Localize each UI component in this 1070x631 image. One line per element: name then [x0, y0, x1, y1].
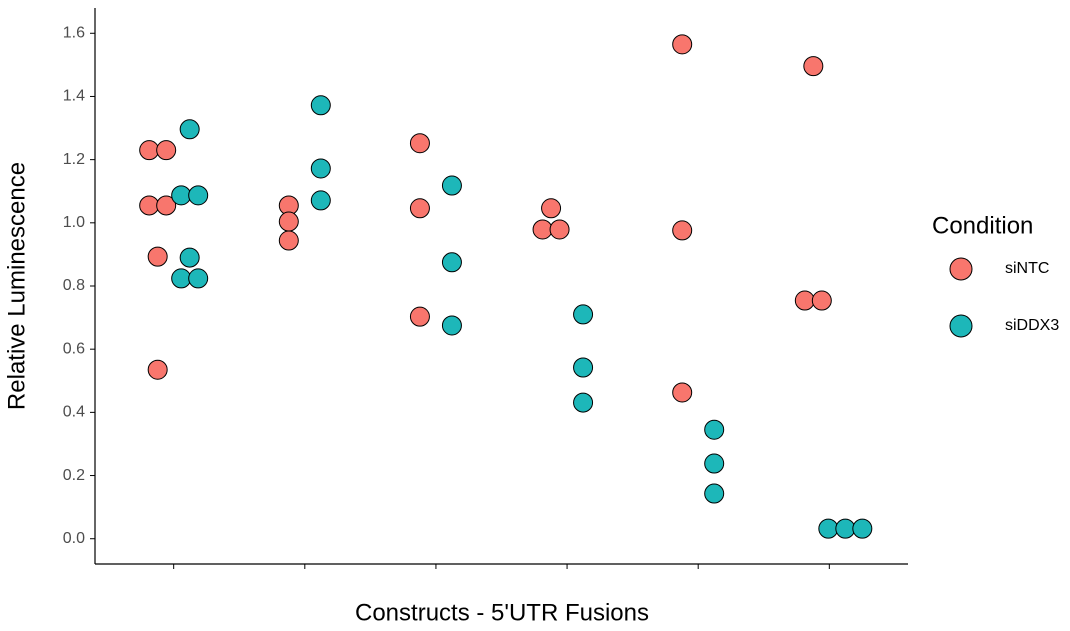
dot	[278, 211, 299, 232]
dot	[549, 219, 570, 240]
dot	[179, 119, 200, 140]
dot	[532, 219, 553, 240]
y-tick-label: 1.2	[63, 151, 85, 168]
dot	[409, 198, 430, 219]
dot	[147, 246, 168, 267]
dot	[573, 392, 594, 413]
dot	[441, 315, 462, 336]
dot	[188, 268, 209, 289]
dot	[188, 185, 209, 206]
dot	[179, 247, 200, 268]
dot	[409, 133, 430, 154]
dot	[156, 140, 177, 161]
dot	[441, 252, 462, 273]
dot	[835, 518, 856, 539]
dot	[441, 175, 462, 196]
dot	[818, 518, 839, 539]
y-tick-label: 1.4	[63, 88, 85, 105]
dot	[672, 382, 693, 403]
legend-swatch	[949, 257, 973, 281]
y-tick-label: 0.0	[63, 530, 85, 547]
dot	[310, 95, 331, 116]
dot	[139, 140, 160, 161]
y-tick-label: 0.4	[63, 404, 85, 421]
y-tick-label: 0.8	[63, 277, 85, 294]
dot	[803, 56, 824, 77]
y-tick-label: 0.2	[63, 467, 85, 484]
dot	[704, 419, 725, 440]
legend-label: siDDX3	[1005, 317, 1059, 334]
y-tick-label: 1.0	[63, 214, 85, 231]
y-axis-title: Relative Luminescence	[3, 162, 30, 410]
dot	[409, 306, 430, 327]
dot	[672, 34, 693, 55]
y-tick-label: 1.6	[63, 24, 85, 41]
dot	[573, 304, 594, 325]
x-axis-title: Constructs - 5'UTR Fusions	[355, 599, 649, 626]
dot	[573, 357, 594, 378]
dot	[156, 195, 177, 216]
dot	[672, 220, 693, 241]
y-tick-label: 0.6	[63, 340, 85, 357]
legend-swatch	[949, 314, 973, 338]
dot	[794, 290, 815, 311]
dot	[704, 483, 725, 504]
legend-label: siNTC	[1005, 260, 1049, 277]
dot	[310, 158, 331, 179]
dot	[704, 453, 725, 474]
dot	[147, 359, 168, 380]
dot	[811, 290, 832, 311]
dot	[139, 195, 160, 216]
legend-title: Condition	[932, 212, 1033, 239]
dot	[852, 518, 873, 539]
dot	[171, 268, 192, 289]
dot	[278, 230, 299, 251]
dot	[171, 185, 192, 206]
dot	[310, 190, 331, 211]
dot	[541, 198, 562, 219]
